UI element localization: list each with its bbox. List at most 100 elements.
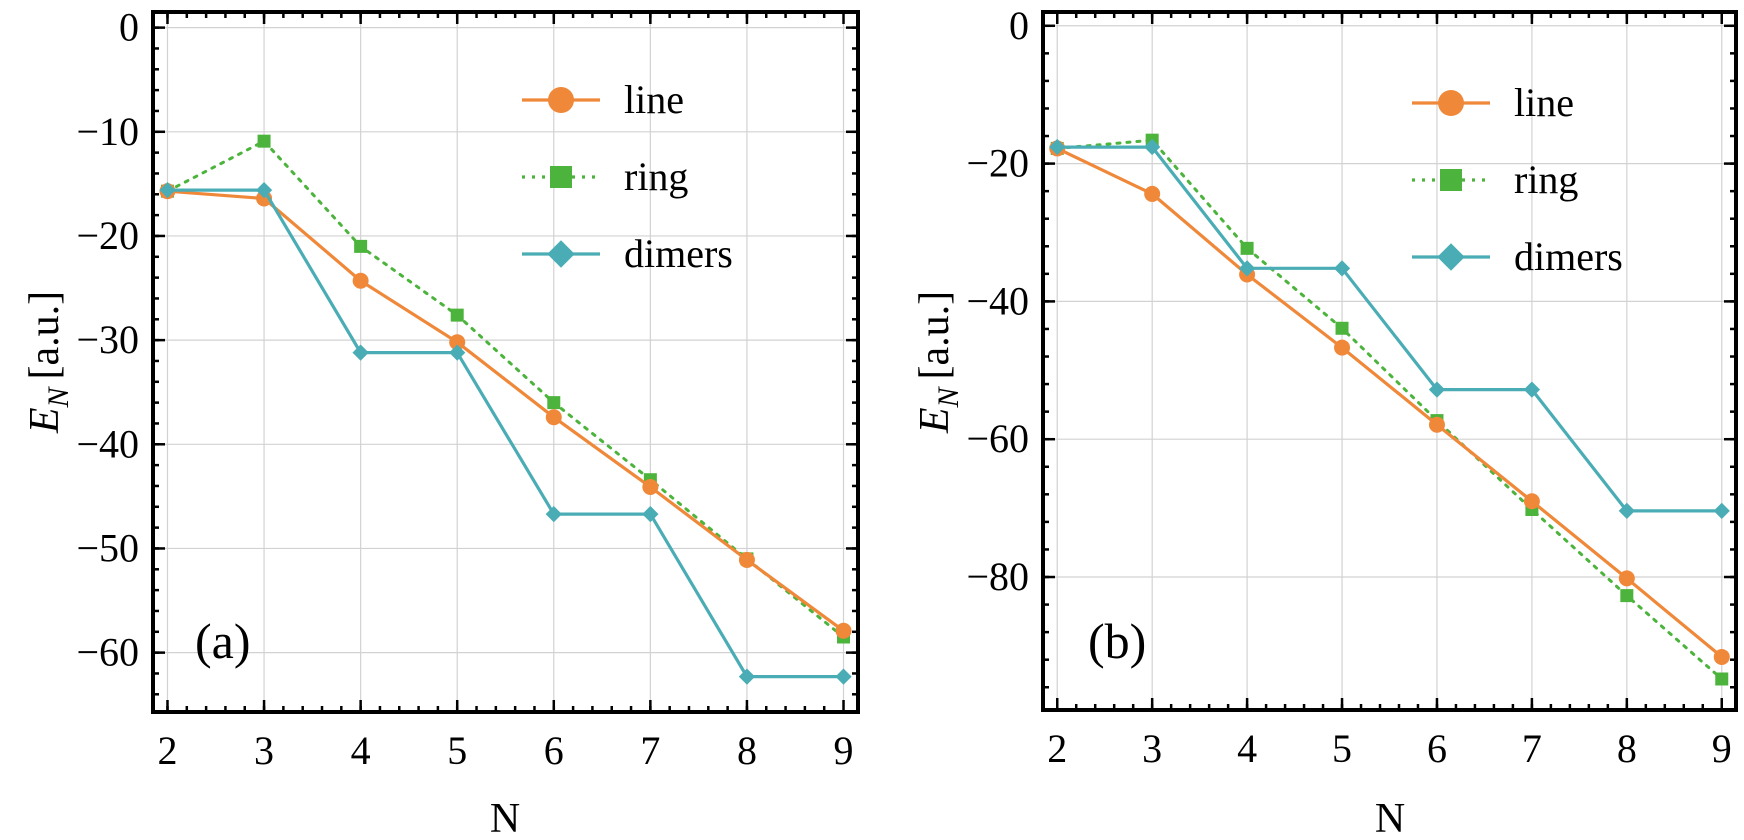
- series-line-a: [165, 189, 846, 633]
- legend-marker-ring: [550, 166, 572, 188]
- y-axis-title-b-main: E: [912, 407, 958, 434]
- legend-marker-dimers: [1437, 243, 1465, 271]
- point-line-b: [1713, 648, 1730, 665]
- point-ring-b: [1335, 321, 1349, 335]
- point-line-b: [1334, 339, 1351, 356]
- point-dimers-b: [1713, 502, 1730, 519]
- point-line-a: [738, 551, 755, 568]
- point-dimers-b: [1238, 260, 1256, 277]
- point-dimers-a: [545, 505, 562, 523]
- legend-marker-dimers: [547, 240, 575, 268]
- x-tick-label: 3: [254, 728, 274, 773]
- point-ring-b: [1240, 241, 1254, 255]
- y-axis-title-b-sub: N: [932, 385, 965, 408]
- point-ring-b: [1715, 672, 1729, 686]
- series-ring-a: [166, 139, 845, 639]
- legend-label-ring: ring: [624, 154, 688, 199]
- y-axis-title-a-unit: [a.u.]: [22, 291, 68, 380]
- x-tick-label: 5: [447, 728, 467, 773]
- series-dimers-a: [165, 188, 846, 679]
- x-tick-label: 4: [1237, 726, 1257, 771]
- point-ring-a: [450, 308, 464, 322]
- x-tick-label: 8: [1617, 726, 1637, 771]
- point-line-b: [1144, 185, 1161, 202]
- point-dimers-b: [1523, 381, 1541, 398]
- panel-label-a: (a): [195, 613, 251, 669]
- legend-label-dimers: dimers: [1514, 234, 1623, 279]
- point-ring-a: [257, 134, 271, 148]
- y-tick-label: −30: [76, 317, 139, 362]
- y-tick-label: −50: [76, 525, 139, 570]
- y-axis-title-b: EN [a.u.]: [912, 291, 965, 434]
- series-ring-b: [1055, 138, 1724, 681]
- y-axis-title-a-main: E: [22, 407, 68, 434]
- x-tick-label: 2: [1047, 726, 1067, 771]
- y-tick-label: −40: [76, 421, 139, 466]
- x-tick-label: 5: [1332, 726, 1352, 771]
- point-line-b: [1428, 416, 1445, 433]
- y-tick-label: −60: [76, 630, 139, 675]
- point-line-b: [1523, 493, 1540, 510]
- point-ring-a: [354, 239, 368, 253]
- x-axis-title-b: N: [1375, 796, 1405, 840]
- legend-marker-line: [548, 87, 574, 113]
- point-dimers-b: [1333, 260, 1351, 277]
- point-dimers-a: [352, 344, 369, 361]
- legend-marker-line: [1438, 90, 1464, 116]
- legend-label-line: line: [1514, 80, 1574, 125]
- panel-a: 2 3 4 5 6 7 8 9 0 −10 −20 −30 −40 −50 −60 (a) line ring…: [22, 5, 860, 840]
- panel-label-b: (b): [1088, 613, 1146, 669]
- y-tick-label: −20: [76, 213, 139, 258]
- point-dimers-b: [1428, 381, 1446, 398]
- legend-b: line ring dimers: [1412, 80, 1623, 279]
- point-line-a: [449, 334, 466, 351]
- y-tick-label: −60: [966, 416, 1029, 461]
- x-tick-label: 3: [1142, 726, 1162, 771]
- point-dimers-a: [255, 182, 273, 199]
- y-tick-label: −20: [966, 141, 1029, 186]
- point-line-b: [1618, 570, 1635, 587]
- x-tick-label: 7: [640, 728, 660, 773]
- x-tick-label: 9: [834, 728, 854, 773]
- x-tick-label: 6: [1427, 726, 1447, 771]
- point-dimers-b: [1144, 138, 1161, 156]
- point-line-a: [352, 272, 369, 289]
- x-tick-label: 2: [157, 728, 177, 773]
- point-ring-b: [1620, 589, 1634, 603]
- y-tick-label: −10: [76, 109, 139, 154]
- y-axis-title-b-unit: [a.u.]: [912, 291, 958, 380]
- y-tick-label: −80: [966, 554, 1029, 599]
- legend-label-ring: ring: [1514, 157, 1578, 202]
- point-dimers-a: [642, 505, 659, 523]
- series-dimers-b: [1055, 145, 1724, 513]
- legend-label-line: line: [624, 77, 684, 122]
- y-axis-title-a-sub: N: [42, 385, 75, 408]
- point-dimers-b: [1618, 502, 1635, 519]
- legend-label-dimers: dimers: [624, 231, 733, 276]
- x-axis-title-a: N: [490, 796, 520, 840]
- y-tick-label: 0: [119, 5, 139, 50]
- y-axis-title-a: EN [a.u.]: [22, 291, 75, 434]
- x-tick-label: 7: [1522, 726, 1542, 771]
- y-tick-label: −40: [966, 278, 1029, 323]
- point-dimers-a: [449, 344, 466, 361]
- point-line-a: [642, 479, 659, 495]
- x-tick-label: 8: [737, 728, 757, 773]
- legend-marker-ring: [1440, 169, 1462, 191]
- point-dimers-b: [1049, 138, 1066, 156]
- series-line-b: [1055, 146, 1724, 659]
- y-tick-label: 0: [1009, 3, 1029, 48]
- point-ring-a: [547, 396, 561, 410]
- x-tick-label: 4: [351, 728, 371, 773]
- panel-b: 2 3 4 5 6 7 8 9 0 −20 −40 −60 −80 (b) line ring dimers…: [912, 3, 1738, 840]
- point-dimers-a: [159, 182, 176, 199]
- plot-frame-b: [1041, 10, 1738, 712]
- point-dimers-a: [835, 668, 852, 685]
- x-tick-label: 6: [544, 728, 564, 773]
- plot-frame-a: [151, 10, 860, 714]
- point-line-a: [545, 409, 562, 426]
- point-dimers-a: [738, 668, 756, 685]
- legend-a: line ring dimers: [522, 77, 733, 276]
- point-line-a: [835, 622, 852, 639]
